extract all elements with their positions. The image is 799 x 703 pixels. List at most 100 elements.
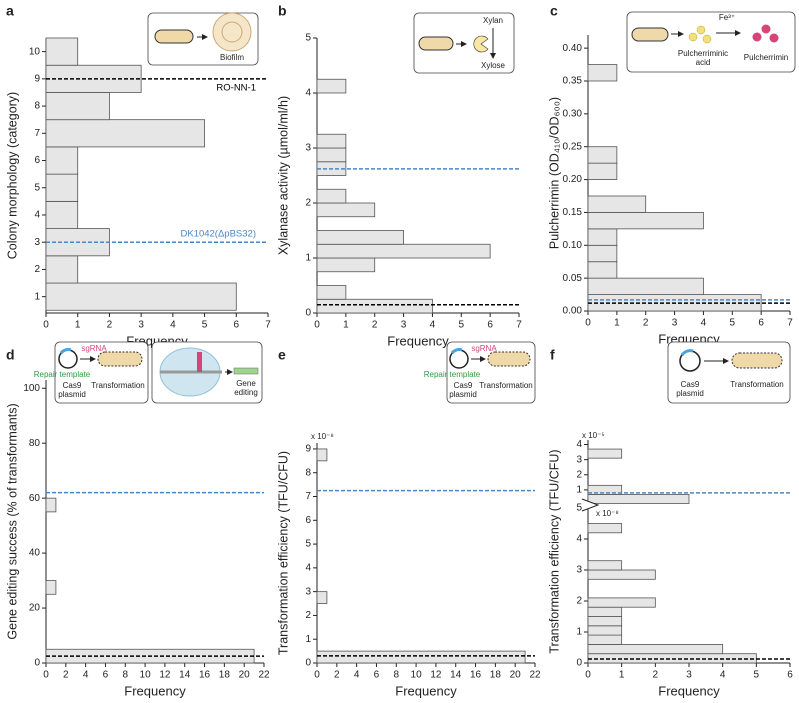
x-tick-label: 0: [43, 320, 49, 331]
panel-label: f: [550, 347, 555, 363]
dna-icon: [233, 367, 259, 375]
x-tick-label: 6: [758, 318, 764, 329]
bar: [587, 569, 656, 580]
x-tick-label: 6: [487, 320, 493, 331]
x-tick-label: 5: [730, 318, 736, 329]
y-tick-label: 0.30: [563, 108, 583, 119]
x-axis-label: Frequency: [387, 333, 449, 348]
plasmid-icon: [59, 348, 72, 355]
y-tick-label: 5: [34, 182, 40, 193]
cell-icon: [731, 352, 783, 369]
bar: [316, 298, 433, 314]
y-tick-label: 3: [305, 143, 311, 154]
y-tick-label: 20: [29, 603, 41, 614]
bar: [587, 494, 690, 504]
bar: [45, 146, 79, 175]
panel-label: c: [550, 3, 558, 19]
y-tick-label: 0: [34, 658, 40, 669]
y-tick-label: 7: [34, 128, 40, 139]
y-tick-label: 8: [34, 101, 40, 112]
bar: [45, 92, 110, 121]
x-tick-label: 4: [430, 320, 436, 331]
y-tick-label: 2: [305, 198, 311, 209]
y-tick-label: 80: [29, 438, 41, 449]
bar: [316, 202, 376, 218]
x-tick-label: 16: [470, 670, 482, 681]
y-tick-label: 1: [34, 291, 40, 302]
x-tick-label: 10: [140, 670, 152, 681]
bar: [587, 244, 618, 263]
x-tick-label: 8: [122, 670, 128, 681]
y-tick-label: 0.00: [563, 306, 583, 317]
bar: [587, 625, 623, 636]
x-tick-label: 12: [430, 670, 442, 681]
bar: [587, 484, 623, 495]
x-tick-label: 12: [159, 670, 171, 681]
y-tick-label: 7: [305, 491, 311, 502]
x-tick-label: 20: [239, 670, 251, 681]
reference-label: RO-NN-1: [216, 82, 256, 93]
x-tick-label: 2: [643, 318, 649, 329]
inset-label: plasmid: [449, 390, 477, 399]
x-axis-label: Frequency: [124, 683, 186, 698]
y-axis-label: Pulcherrimin (OD₄₁₀/OD₆₀₀): [547, 97, 561, 249]
bar: [45, 580, 57, 595]
x-tick-label: 10: [411, 670, 423, 681]
y-tick-label: 3: [34, 237, 40, 248]
molecule-icon: [769, 33, 779, 43]
y-tick-label: 4: [576, 534, 582, 545]
cell-icon: [418, 36, 454, 51]
y-tick-label: 60: [29, 493, 41, 504]
x-tick-label: 1: [619, 670, 625, 681]
inset-label: Xylose: [481, 61, 506, 70]
bar: [587, 64, 618, 82]
inset-label: Fe³⁺: [719, 13, 735, 22]
bar: [316, 230, 404, 245]
bar: [316, 243, 491, 259]
cell-icon: [154, 29, 194, 44]
bar: [45, 497, 57, 513]
x-tick-label: 14: [450, 670, 462, 681]
panel-label: a: [6, 3, 14, 19]
molecule-icon: [696, 25, 706, 35]
biofilm-icon: [221, 21, 243, 43]
x-tick-label: 6: [374, 670, 380, 681]
scale-label: x 10⁻⁸: [596, 509, 619, 518]
x-tick-label: 4: [83, 670, 89, 681]
x-tick-label: 0: [314, 670, 320, 681]
y-tick-label: 4: [305, 563, 311, 574]
x-tick-label: 6: [234, 320, 240, 331]
y-tick-label: 1: [576, 485, 582, 496]
bar: [316, 257, 376, 273]
molecule-icon: [761, 24, 771, 34]
inset-box: [626, 11, 796, 73]
plasmid-icon: [680, 349, 694, 356]
inset-label: Repair template: [34, 370, 91, 379]
y-tick-label: 0: [305, 658, 311, 669]
bar: [587, 261, 618, 279]
x-tick-label: 0: [314, 320, 320, 331]
y-tick-label: 0.10: [563, 240, 583, 251]
y-tick-label: 0.35: [563, 76, 583, 87]
x-axis-label: Frequency: [395, 683, 457, 698]
cell-icon: [631, 27, 669, 42]
y-tick-label: 2: [305, 610, 311, 621]
x-tick-label: 1: [75, 320, 81, 331]
bar: [587, 195, 647, 213]
bar: [316, 285, 347, 300]
axis-break: [581, 498, 600, 512]
x-tick-label: 18: [219, 670, 231, 681]
plasmid-icon: [450, 348, 463, 355]
y-tick-label: 5: [305, 539, 311, 550]
inset-label: acid: [696, 58, 711, 67]
insets: Biofilm Xylan Xylose Fe³⁺ Pulcherriminicacid…: [34, 11, 796, 512]
molecule-icon: [702, 34, 712, 44]
y-tick-label: 1: [576, 627, 582, 638]
x-tick-label: 0: [585, 670, 591, 681]
y-tick-label: 4: [576, 439, 582, 450]
bar: [587, 162, 618, 180]
x-tick-label: 6: [103, 670, 109, 681]
bar: [45, 200, 79, 229]
inset-label: Repair template: [424, 370, 481, 379]
y-tick-label: 0.40: [563, 43, 583, 54]
